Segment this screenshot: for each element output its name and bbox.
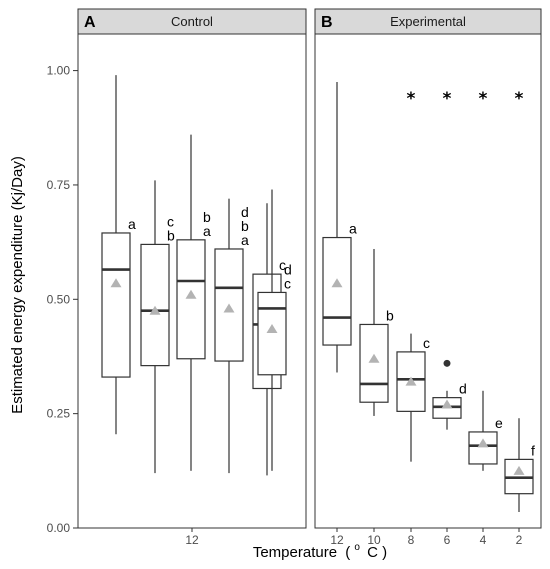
box-group: e [468,390,503,471]
outlier-point [443,359,451,367]
x-tick-label: 8 [408,533,415,547]
x-tick-label: 2 [516,533,523,547]
significance-letter: b [386,307,394,323]
significance-letter: f [531,442,535,458]
box-group: ba [176,134,211,471]
x-tick-label: 4 [480,533,487,547]
panel-border [314,33,542,529]
significance-star: * [443,89,452,109]
box-group: cb [140,180,175,474]
significance-star: * [407,89,416,109]
x-tick-label: 10 [367,533,381,547]
box-group: dc [257,189,292,471]
mean-marker [368,353,380,363]
mean-marker [477,438,489,448]
significance-letter: a [128,216,136,232]
significance-letter: b [167,227,175,243]
box-group: dba [214,198,249,474]
significance-letter: c [279,257,286,273]
box-group: c [396,333,430,462]
significance-letter: d [241,204,249,220]
box-iqr [257,291,287,376]
box-group: a [322,82,357,373]
panel-letter: B [321,14,333,31]
y-tick-label: 0.50 [47,292,71,306]
mean-marker [110,278,122,288]
mean-marker [223,303,235,313]
x-tick-label: 6 [444,533,451,547]
panel-b: Experimental Ba b c d e f * * * * [314,8,542,529]
x-axis-title: Temperature ( o C ) [253,537,387,561]
significance-letter: a [349,221,357,237]
significance-letter: d [284,261,292,277]
y-tick-label: 0.75 [47,178,71,192]
box-group: f [504,418,535,512]
significance-letter: b [241,218,249,234]
box-iqr [176,239,206,360]
significance-letter: d [459,381,467,397]
significance-star: * [479,89,488,109]
box-group: b [359,248,394,416]
box-iqr [322,236,352,346]
significance-letter: b [203,209,211,225]
significance-letter: e [495,415,503,431]
box-iqr [101,232,131,378]
mean-marker [149,305,161,315]
box-iqr [140,243,170,367]
x-axis: 12 12 10 8 6 4 2 [185,528,523,547]
x-axis-title-open-paren: ( [345,544,350,561]
y-tick-label: 1.00 [47,64,71,78]
x-axis-title-unit: C [367,544,378,561]
y-axis-title: Estimated energy expenditure (Kj/Day) [9,156,26,414]
significance-letter: c [167,213,174,229]
x-axis-title-text: Temperature [253,544,337,561]
mean-marker [405,376,417,386]
x-axis-title-superscript: o [354,542,360,553]
mean-marker [513,465,525,475]
significance-star: * [515,89,524,109]
y-axis: 0.00 0.25 0.50 0.75 1.00 [47,64,78,535]
x-tick-label: 12 [330,533,344,547]
box-group: a [101,75,136,435]
mean-marker [185,289,197,299]
panel-strip [77,8,307,35]
panel-letter: A [84,14,96,31]
y-tick-label: 0.00 [47,521,71,535]
box-iqr [359,323,389,403]
significance-letter: c [423,335,430,351]
box-group: d [432,359,467,430]
significance-letter: a [241,232,249,248]
box-iqr [468,431,498,465]
x-tick-label: 12 [185,533,199,547]
significance-letter: a [203,223,211,239]
mean-marker [441,399,453,409]
significance-letter: c [284,275,291,291]
x-axis-title-close-paren: ) [382,544,387,561]
mean-marker [331,278,343,288]
y-tick-label: 0.25 [47,407,71,421]
panel-strip-label: Control [171,14,213,29]
panel-strip-label: Experimental [390,14,466,29]
mean-marker [266,324,278,334]
